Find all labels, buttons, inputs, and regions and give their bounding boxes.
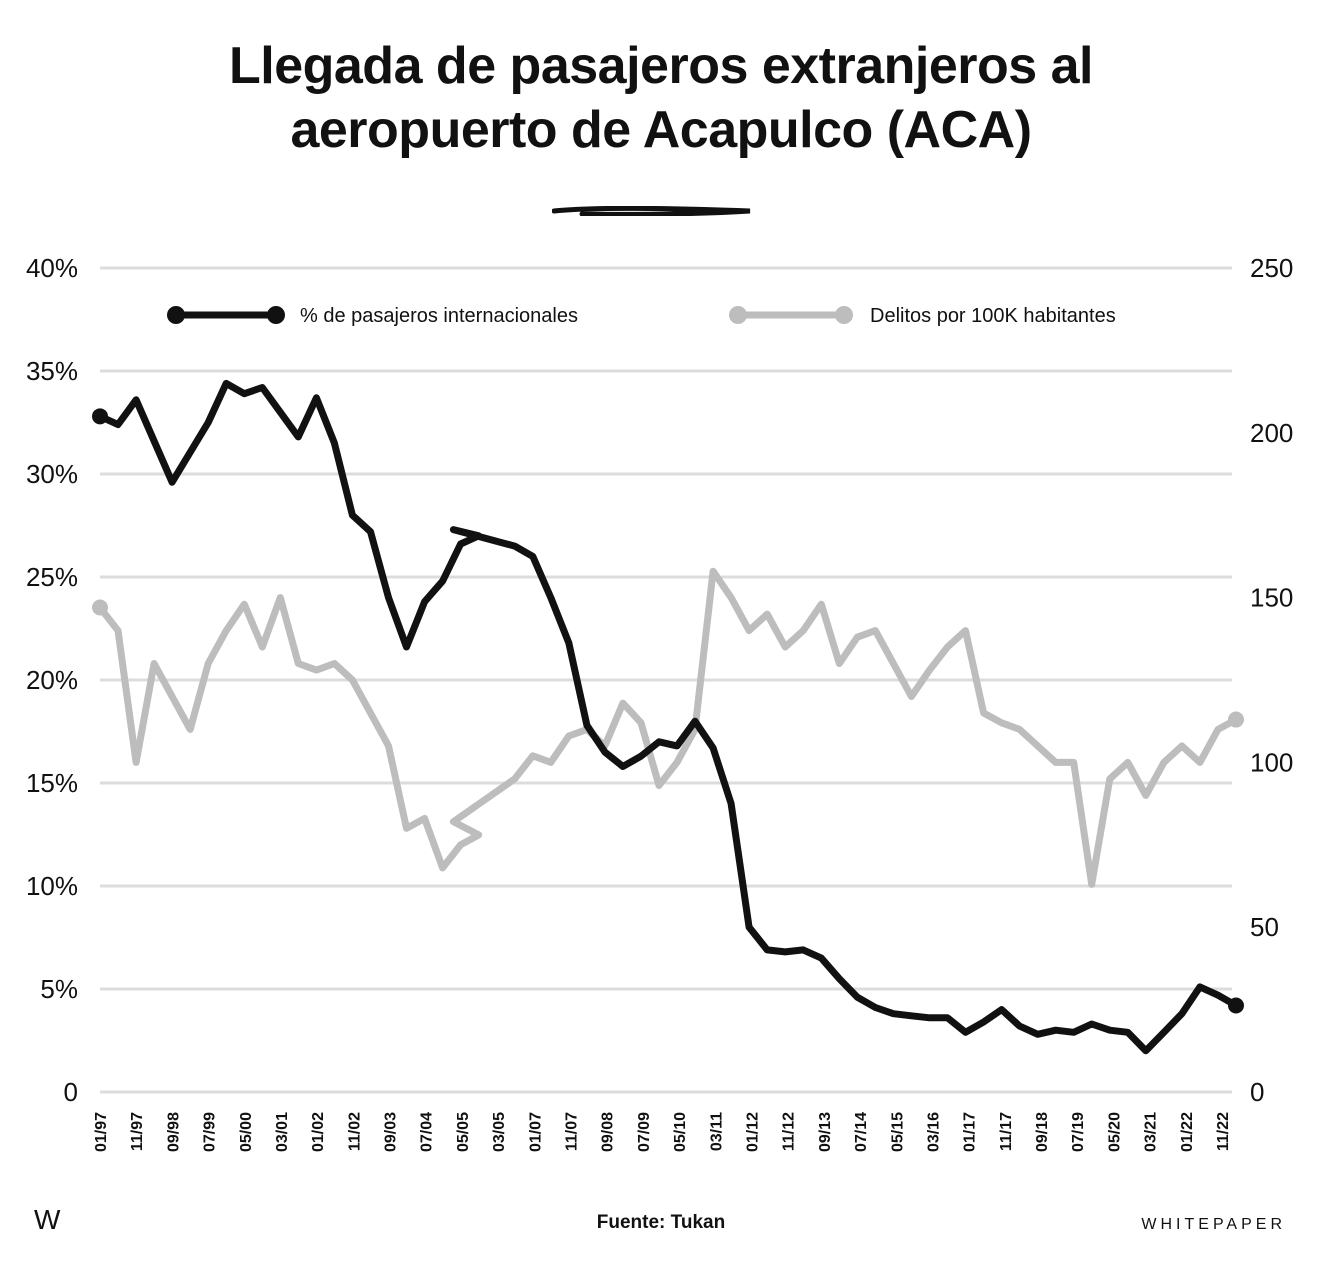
chart-title-line-2: aeropuerto de Acapulco (ACA) <box>290 101 1032 159</box>
legend-label: % de pasajeros internacionales <box>300 305 578 327</box>
series-start-point <box>92 408 108 425</box>
legend-swatch-dot <box>835 306 853 324</box>
y-left-tick-label: 30% <box>26 459 78 489</box>
y-left-tick-label: 0 <box>64 1077 78 1107</box>
y-left-tick-label: 25% <box>26 562 78 592</box>
x-tick-label: 11/17 <box>998 1112 1015 1151</box>
x-tick-label: 11/12 <box>781 1112 798 1151</box>
y-left-tick-label: 35% <box>26 356 78 386</box>
x-tick-label: 09/08 <box>600 1112 617 1152</box>
series-line-crimes <box>96 567 1240 888</box>
series-start-point <box>92 599 108 616</box>
x-tick-label: 01/12 <box>744 1112 761 1152</box>
legend-swatch-dot <box>167 306 185 324</box>
series-line-passengers <box>96 379 1240 1055</box>
footer-source: Fuente: Tukan <box>596 1212 726 1233</box>
x-tick-label: 05/05 <box>455 1112 472 1152</box>
legend-swatch-dot <box>729 306 747 324</box>
x-tick-label: 11/02 <box>346 1112 363 1151</box>
x-tick-label: 03/11 <box>708 1112 725 1151</box>
y-right-tick-label: 0 <box>1250 1077 1264 1107</box>
y-right-tick-label: 100 <box>1250 747 1293 777</box>
x-tick-label: 05/15 <box>889 1112 906 1152</box>
x-tick-label: 07/04 <box>419 1112 436 1152</box>
x-tick-label: 05/10 <box>672 1112 689 1152</box>
y-right-tick-label: 200 <box>1250 418 1293 448</box>
y-right-tick-label: 150 <box>1250 583 1293 613</box>
x-tick-label: 03/01 <box>274 1112 291 1152</box>
legend-item-crimes: Delitos por 100K habitantes <box>729 305 1116 327</box>
x-tick-label: 01/22 <box>1179 1112 1196 1152</box>
y-left-tick-label: 40% <box>26 253 78 283</box>
x-tick-label: 05/20 <box>1106 1112 1123 1152</box>
x-tick-label: 09/03 <box>383 1112 400 1152</box>
series-end-point <box>1228 711 1244 728</box>
legend-swatch-dot <box>267 306 285 324</box>
x-tick-label: 09/18 <box>1034 1112 1051 1152</box>
x-tick-label: 09/98 <box>165 1112 182 1152</box>
x-tick-label: 07/09 <box>636 1112 653 1152</box>
y-right-tick-label: 50 <box>1250 912 1279 942</box>
x-tick-label: 01/17 <box>962 1112 979 1152</box>
x-tick-label: 07/99 <box>202 1112 219 1152</box>
legend-item-passengers: % de pasajeros internacionales <box>167 305 578 327</box>
x-tick-label: 07/19 <box>1070 1112 1087 1152</box>
x-tick-label: 11/97 <box>129 1112 146 1151</box>
chart-area: 0 5% 10% 15% 20% 25% 30% 35% 40% 0 50 100 150 200 250 0… <box>26 253 1293 1152</box>
x-tick-label: 01/07 <box>527 1112 544 1152</box>
x-tick-label: 01/97 <box>93 1112 110 1152</box>
y-left-tick-label: 20% <box>26 665 78 695</box>
legend-label: Delitos por 100K habitantes <box>870 305 1116 327</box>
y-right-tick-label: 250 <box>1250 253 1293 283</box>
x-tick-label: 09/13 <box>817 1112 834 1152</box>
title-underline <box>552 206 751 216</box>
series-end-point <box>1228 997 1244 1014</box>
x-tick-label: 03/21 <box>1143 1112 1160 1152</box>
y-left-tick-label: 5% <box>40 974 78 1004</box>
y-left-tick-label: 15% <box>26 768 78 798</box>
footer-logo: W <box>34 1204 61 1235</box>
chart-title-line-1: Llegada de pasajeros extranjeros al <box>228 37 1094 95</box>
x-tick-label: 03/05 <box>491 1112 508 1152</box>
x-tick-label: 07/14 <box>853 1112 870 1152</box>
y-left-tick-label: 10% <box>26 871 78 901</box>
x-tick-label: 11/22 <box>1215 1112 1232 1151</box>
chart-title: Llegada de pasajeros extranjeros al aero… <box>0 34 1322 162</box>
x-tick-label: 05/00 <box>238 1112 255 1152</box>
x-tick-label: 11/07 <box>564 1112 581 1151</box>
footer-brand: WHITEPAPER <box>1141 1216 1286 1233</box>
x-tick-label: 03/16 <box>925 1112 942 1152</box>
x-tick-label: 01/02 <box>310 1112 327 1152</box>
